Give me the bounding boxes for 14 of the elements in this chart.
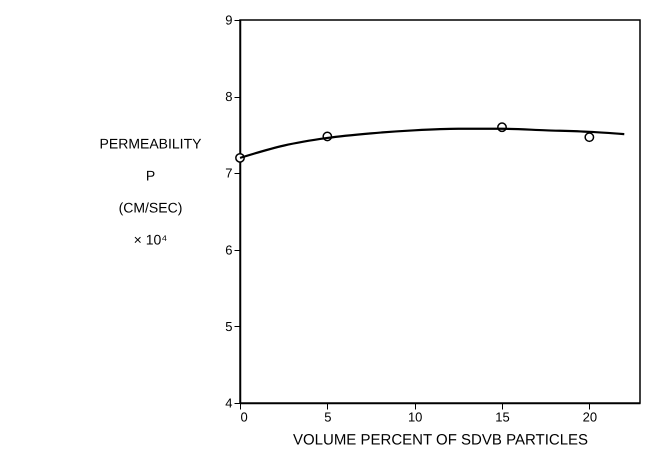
y-tick-label: 5 — [225, 318, 232, 334]
x-tick-label: 5 — [324, 410, 332, 424]
x-tick-label: 20 — [582, 410, 598, 424]
x-tick-label: 15 — [495, 410, 510, 424]
x-axis-title: VOLUME PERCENT OF SDVB PARTICLES — [292, 432, 588, 448]
y-tick-label: 4 — [225, 396, 232, 410]
x-tick-label: 0 — [240, 410, 248, 424]
y-tick-label: 6 — [225, 242, 232, 258]
y-tick-label: 8 — [225, 89, 232, 104]
y-tick-label: 9 — [225, 12, 232, 28]
point — [584, 132, 594, 142]
x-tick-label: 10 — [408, 410, 422, 424]
y-tick-label: 7 — [225, 166, 232, 181]
y-axis-title: PERMEABILITY P (CM/SEC) × 10⁴ — [100, 136, 202, 248]
